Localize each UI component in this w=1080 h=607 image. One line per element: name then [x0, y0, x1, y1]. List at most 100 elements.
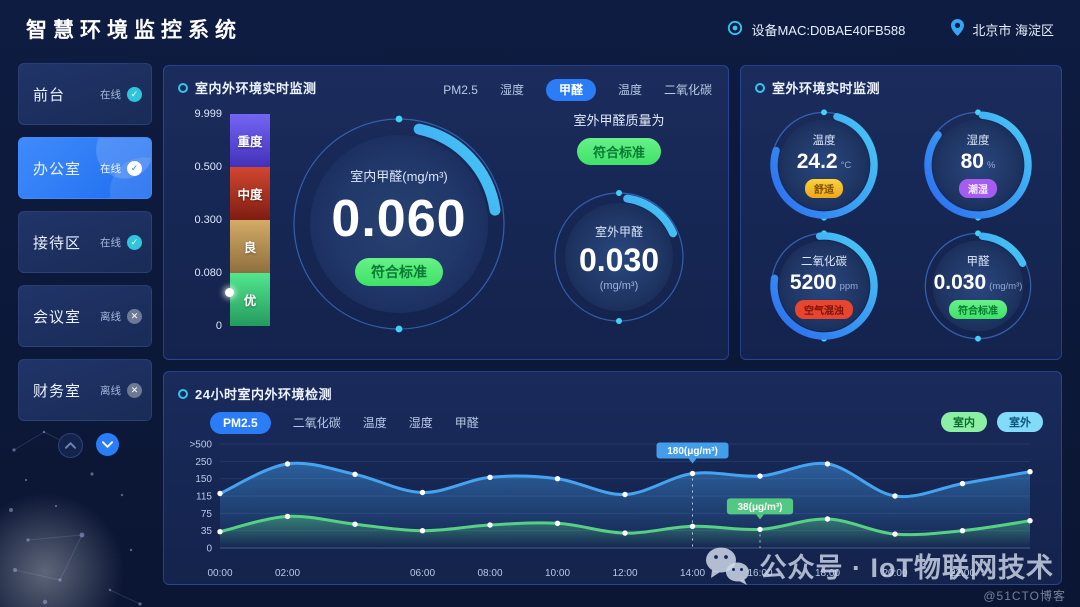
room-name: 办公室 — [33, 160, 82, 178]
target-icon — [727, 20, 743, 39]
outdoor-summary-label: 室外甲醛质量为 — [573, 113, 665, 128]
scale-tick: 0 — [215, 320, 222, 332]
scroll-down-button[interactable] — [96, 433, 119, 456]
gauge-ring — [770, 109, 878, 221]
tab-pm25[interactable]: PM2.5 — [443, 83, 478, 97]
location-pin-icon — [951, 19, 965, 39]
sidebar-item-jiedaiqu[interactable]: 接待区 在线 ✓ — [18, 211, 152, 273]
online-check-icon: ✓ — [127, 234, 142, 250]
tab-temperature[interactable]: 温度 — [617, 83, 642, 97]
aqi-level-scale: 9.999 0.500 0.300 0.080 0 重度 中度 良 优 — [178, 104, 310, 346]
gauge-label: 甲醛 — [966, 256, 990, 269]
gauge-label: 温度 — [812, 134, 836, 147]
room-pager — [58, 433, 152, 458]
device-mac: 设备MAC:D0BAE40FB588 — [727, 20, 905, 39]
gauge-unit: (mg/m³) — [989, 281, 1023, 293]
history-panel: 24小时室内外环境检测 PM2.5 二氧化碳 温度 湿度 甲醛 室内 室外 >5… — [163, 371, 1062, 585]
status-badge: 潮湿 — [959, 178, 997, 198]
credit-text: @51CTO博客 — [983, 589, 1066, 603]
svg-text:>500: >500 — [189, 440, 212, 451]
sidebar-item-huiyishi[interactable]: 会议室 离线 ✕ — [18, 285, 152, 347]
gauge-value: 0.030 — [933, 271, 987, 295]
gauge-value: 24.2 — [796, 149, 838, 173]
scale-tick: 0.500 — [194, 161, 222, 173]
legend-outdoor[interactable]: 室外 — [997, 412, 1043, 432]
outdoor-gauge-ring — [554, 190, 684, 324]
svg-text:06:00: 06:00 — [410, 568, 435, 579]
outdoor-gauge-unit: (mg/m³) — [599, 279, 639, 292]
scale-tick: 0.080 — [194, 267, 222, 279]
room-sidebar: 前台 在线 ✓ 办公室 在线 ✓ 接待区 在线 ✓ 会议室 离线 ✕ 财务室 离线 ✕ — [18, 63, 152, 458]
offline-cross-icon: ✕ — [127, 308, 142, 324]
gauge-unit: % — [986, 159, 996, 171]
tab-pm25[interactable]: PM2.5 — [210, 412, 271, 434]
svg-text:250: 250 — [195, 457, 212, 468]
tab-humidity[interactable]: 湿度 — [499, 83, 524, 97]
gauge-value: 5200 — [789, 271, 837, 295]
scroll-up-button[interactable] — [58, 433, 83, 458]
room-name: 前台 — [33, 86, 66, 104]
svg-text:150: 150 — [195, 474, 212, 485]
svg-text:08:00: 08:00 — [477, 568, 502, 579]
gauge-ring — [924, 109, 1032, 221]
panel-header: 室外环境实时监测 — [755, 78, 880, 97]
svg-text:38(μg/m³): 38(μg/m³) — [737, 502, 782, 513]
room-name: 会议室 — [33, 308, 82, 326]
status-badge: 符合标准 — [576, 138, 661, 165]
svg-text:18:00: 18:00 — [815, 568, 840, 579]
status-badge: 符合标准 — [949, 300, 1007, 320]
history-line-chart[interactable]: >500 250 150 115 75 35 0 00:00 02:00 06:00 08:00 10… — [182, 436, 1044, 584]
status-badge: 空气混浊 — [795, 300, 853, 320]
svg-text:10:00: 10:00 — [545, 568, 570, 579]
gauge-humidity: 湿度 80% 潮湿 — [919, 106, 1037, 224]
gauge-unit: ppm — [839, 281, 859, 293]
svg-text:14:00: 14:00 — [680, 568, 705, 579]
svg-text:0: 0 — [206, 544, 212, 555]
room-status: 在线 — [100, 88, 121, 101]
panel-title: 室外环境实时监测 — [772, 81, 881, 96]
gauge-label: 湿度 — [966, 134, 990, 147]
tab-formaldehyde[interactable]: 甲醛 — [545, 79, 596, 101]
panel-header: 室内外环境实时监测 — [178, 78, 317, 97]
indoor-gauge-value: 0.060 — [331, 190, 467, 248]
svg-text:02:00: 02:00 — [275, 568, 300, 579]
corner-glow — [0, 482, 135, 607]
tab-co2[interactable]: 二氧化碳 — [663, 83, 712, 97]
gauge-value: 80 — [960, 149, 984, 173]
tab-co2[interactable]: 二氧化碳 — [292, 416, 341, 430]
svg-text:35: 35 — [201, 526, 213, 537]
gauge-formaldehyde: 甲醛 0.030 (mg/m³) 符合标准 — [919, 227, 1037, 345]
outdoor-summary: 室外甲醛质量为 符合标准 — [532, 110, 706, 165]
svg-text:16:00: 16:00 — [747, 568, 772, 579]
offline-cross-icon: ✕ — [127, 382, 142, 398]
online-check-icon: ✓ — [127, 160, 142, 176]
panel-dot-icon — [178, 82, 188, 93]
svg-text:22:00: 22:00 — [950, 568, 975, 579]
panel-title: 24小时室内外环境检测 — [195, 387, 332, 402]
svg-text:115: 115 — [196, 492, 212, 503]
svg-text:20:00: 20:00 — [882, 568, 907, 579]
tab-formaldehyde[interactable]: 甲醛 — [454, 416, 479, 430]
panel-header: 24小时室内外环境检测 — [178, 384, 332, 403]
sidebar-item-caiwushi[interactable]: 财务室 离线 ✕ — [18, 359, 152, 421]
svg-text:00:00: 00:00 — [207, 568, 232, 579]
sidebar-item-bangongshi[interactable]: 办公室 在线 ✓ — [18, 137, 152, 199]
legend-indoor[interactable]: 室内 — [941, 412, 987, 432]
scale-level-moderate: 中度 — [230, 167, 270, 220]
tab-temperature[interactable]: 温度 — [362, 416, 387, 430]
chevron-down-icon — [102, 441, 113, 448]
gauge-co2: 二氧化碳 5200 ppm 空气混浊 — [765, 227, 883, 345]
room-status: 离线 — [100, 384, 121, 397]
room-name: 接待区 — [33, 234, 82, 252]
scale-tick: 0.300 — [194, 214, 222, 226]
panel-dot-icon — [178, 388, 188, 399]
outdoor-gauge-label: 室外甲醛 — [594, 224, 643, 239]
indoor-gauge: 室内甲醛(mg/m³) 0.060 符合标准 — [264, 100, 534, 352]
sidebar-item-qiantai[interactable]: 前台 在线 ✓ — [18, 63, 152, 125]
panel-title: 室内外环境实时监测 — [195, 81, 317, 96]
status-badge: 舒适 — [805, 178, 843, 198]
tab-humidity[interactable]: 湿度 — [408, 416, 433, 430]
location: 北京市 海淀区 — [951, 19, 1054, 39]
svg-text:75: 75 — [201, 509, 213, 520]
indoor-gauge-label: 室内甲醛(mg/m³) — [350, 169, 448, 184]
